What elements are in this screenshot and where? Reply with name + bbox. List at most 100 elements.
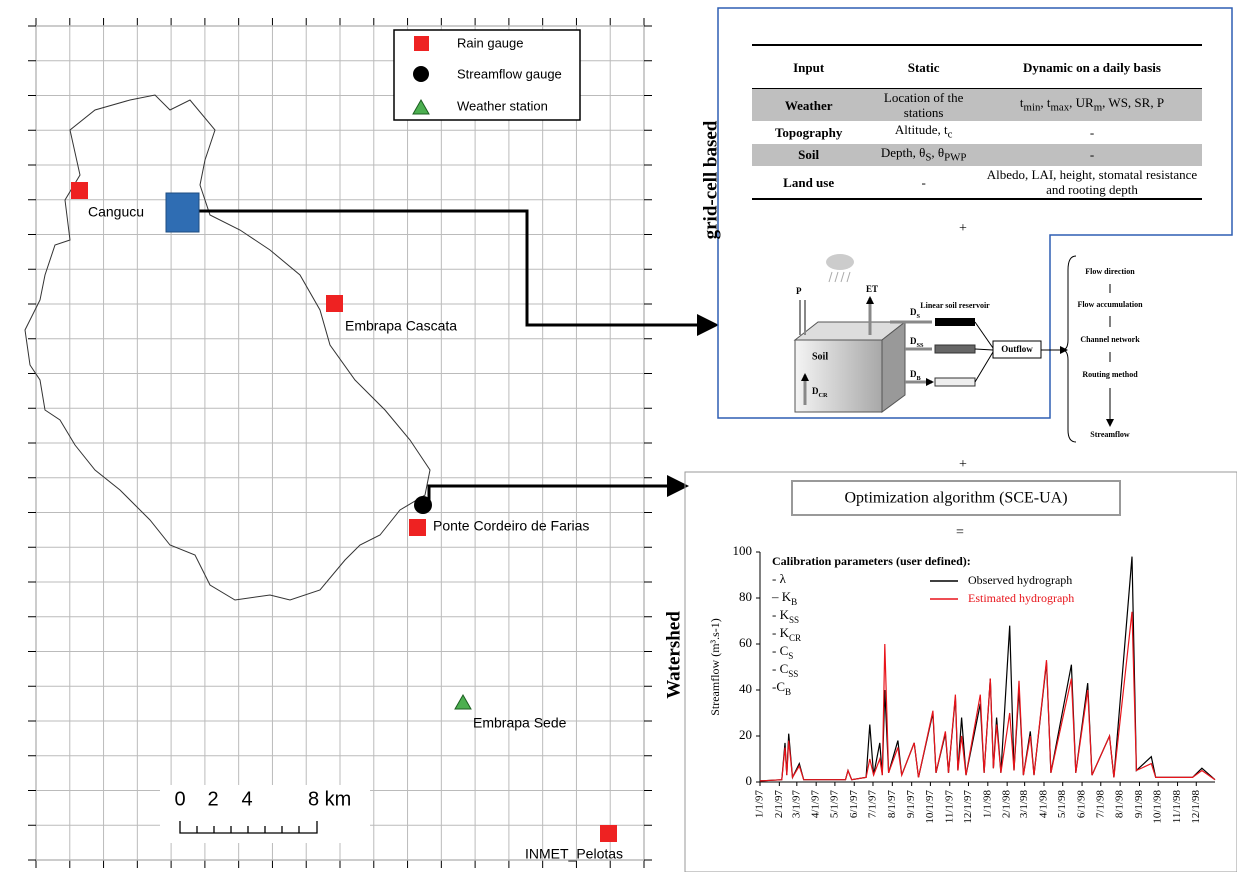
- subscript: m: [1093, 101, 1103, 114]
- legend-label: Weather station: [457, 98, 548, 113]
- table-cell: tmin, tmax, URm, WS, SR, P: [981, 88, 1202, 121]
- annotation-item: - CSS: [772, 661, 798, 679]
- subscript: min: [1023, 101, 1041, 114]
- map-grid: [28, 18, 652, 868]
- rain-gauge: [600, 825, 617, 842]
- x-tick-label: 8/1/98: [1114, 790, 1126, 819]
- legend-label: Observed hydrograph: [968, 573, 1072, 587]
- text-part: D: [812, 386, 819, 396]
- legend-label: Estimated hydrograph: [968, 591, 1074, 605]
- y-tick-label: 60: [739, 635, 752, 650]
- arrow: [199, 209, 719, 336]
- cangucu-cell: [165, 192, 200, 233]
- x-tick-label: 2/1/97: [773, 790, 785, 819]
- station-label: Cangucu: [88, 204, 144, 220]
- cloud: [826, 254, 854, 270]
- routing-step: Routing method: [1082, 370, 1138, 379]
- soil-front: [794, 339, 883, 413]
- side-label: grid-cell based: [700, 120, 721, 239]
- table-cell: Depth, θS, θPWP: [865, 143, 982, 167]
- y-tick-label: 40: [739, 681, 752, 696]
- table-cell: -: [1089, 124, 1095, 140]
- chart-frame: [684, 471, 1237, 872]
- text-part: - K: [772, 607, 790, 622]
- rain-gauge: [71, 182, 88, 199]
- x-tick-label: 11/1/97: [943, 790, 955, 824]
- table-row: Weather Location of the stations tmin, tma…: [752, 88, 1202, 121]
- diagram-label: DB: [910, 369, 922, 382]
- x-tick-label: 11/1/98: [1171, 790, 1183, 824]
- text-part: , WS, SR, P: [1102, 94, 1165, 110]
- x-tick-label: 5/1/98: [1056, 790, 1068, 819]
- annotation-item: - λ: [772, 571, 787, 586]
- diagram-label: Outflow: [1001, 344, 1033, 354]
- subscript: SS: [788, 669, 798, 679]
- x-tick-label: 12/1/98: [1190, 790, 1202, 824]
- rain: [828, 271, 851, 283]
- text-part: - C: [772, 643, 788, 658]
- x-tick-label: 5/1/97: [828, 790, 840, 819]
- text-part: D: [910, 336, 917, 346]
- reservoir: [934, 344, 976, 354]
- diagram-label: Linear soil reservoir: [920, 301, 990, 310]
- text-part: t: [1019, 94, 1024, 110]
- scale-label: 0: [174, 788, 185, 810]
- merge-line: [974, 321, 994, 383]
- x-tick-label: 4/1/98: [1038, 790, 1050, 819]
- weather-station: [454, 693, 472, 710]
- x-tick-label: 10/1/98: [1152, 790, 1164, 824]
- scale-label: 8 km: [308, 788, 351, 810]
- rain-gauge: [409, 519, 426, 536]
- table-header: Input: [752, 45, 866, 89]
- subscript: S: [917, 313, 921, 320]
- brace: [1061, 255, 1077, 443]
- y-tick-label: 20: [739, 727, 752, 742]
- y-tick-label: 0: [746, 773, 753, 788]
- side-label: Watershed: [663, 611, 684, 699]
- legend-label: Streamflow gauge: [457, 66, 562, 81]
- diagram-label: ET: [866, 284, 878, 294]
- reservoir: [934, 377, 976, 387]
- subscript: CR: [789, 633, 802, 643]
- x-tick-label: 1/1/98: [981, 790, 993, 819]
- x-tick-label: 6/1/97: [848, 790, 860, 819]
- subscript: PWP: [944, 151, 967, 164]
- scale-label: 2: [207, 788, 218, 810]
- table-row: Land use - Albedo, LAI, height, stomatal r…: [752, 166, 1202, 199]
- streamflow-gauge: [414, 496, 432, 514]
- subscript: B: [785, 687, 791, 697]
- model-box: [717, 7, 1233, 419]
- text-part: , UR: [1069, 94, 1094, 110]
- table-cell: Land use: [783, 174, 835, 190]
- annotation-item: - CS: [772, 643, 793, 661]
- legend-label: Rain gauge: [457, 35, 524, 50]
- plus: +: [959, 221, 967, 236]
- arrow: [427, 475, 689, 500]
- flow-arrow: [890, 320, 932, 382]
- station-label: Embrapa Cascata: [345, 318, 457, 334]
- x-tick-label: 2/1/98: [1001, 790, 1013, 819]
- optimization-box: [791, 480, 1121, 516]
- text-part: , θ: [931, 144, 945, 160]
- text-part: – K: [771, 589, 792, 604]
- subscript: c: [947, 128, 953, 141]
- text-part: - C: [772, 661, 788, 676]
- subscript: S: [788, 651, 793, 661]
- x-tick-label: 4/1/97: [810, 790, 822, 819]
- diagram-label: DS: [910, 307, 921, 320]
- diagram-label: DCR: [812, 386, 828, 399]
- table-cell: Soil: [752, 143, 866, 167]
- diagram-label: Soil: [812, 351, 828, 362]
- diagram-label: DSS: [910, 336, 924, 349]
- input-table: Input Static Dynamic on a daily basis Weath…: [752, 44, 1202, 201]
- diagram-label: P: [796, 286, 802, 296]
- x-tick-label: 6/1/98: [1076, 790, 1088, 819]
- routing-step: Channel network: [1080, 335, 1140, 344]
- text-part: - K: [772, 625, 790, 640]
- series-line: [759, 611, 1216, 782]
- text-part: Depth, θ: [880, 144, 926, 160]
- station-label: Embrapa Sede: [473, 715, 567, 731]
- p-arrow: [799, 300, 806, 335]
